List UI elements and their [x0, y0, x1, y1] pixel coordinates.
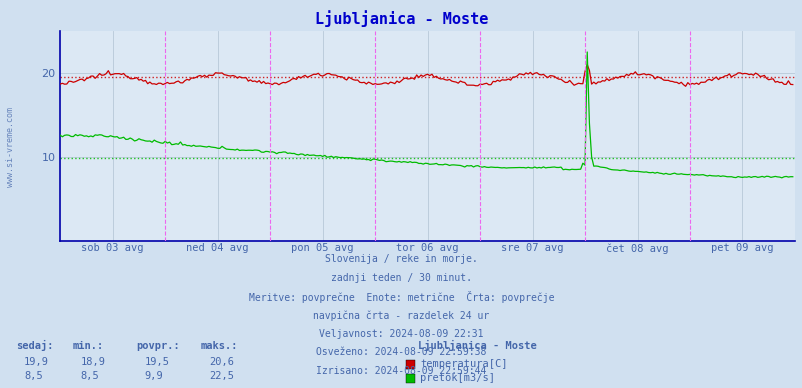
- Text: pretok[m3/s]: pretok[m3/s]: [419, 373, 494, 383]
- Text: 8,5: 8,5: [80, 371, 99, 381]
- Text: 19,9: 19,9: [24, 357, 49, 367]
- Text: Izrisano: 2024-08-09 22:59:44: Izrisano: 2024-08-09 22:59:44: [316, 366, 486, 376]
- Text: 19,5: 19,5: [144, 357, 169, 367]
- Text: sedaj:: sedaj:: [16, 340, 54, 351]
- Text: 9,9: 9,9: [144, 371, 163, 381]
- Text: Meritve: povprečne  Enote: metrične  Črta: povprečje: Meritve: povprečne Enote: metrične Črta:…: [249, 291, 553, 303]
- Text: povpr.:: povpr.:: [136, 341, 180, 351]
- Text: 8,5: 8,5: [24, 371, 43, 381]
- Text: 18,9: 18,9: [80, 357, 105, 367]
- Text: Slovenija / reke in morje.: Slovenija / reke in morje.: [325, 254, 477, 264]
- Text: Osveženo: 2024-08-09 22:59:38: Osveženo: 2024-08-09 22:59:38: [316, 347, 486, 357]
- Text: 22,5: 22,5: [209, 371, 233, 381]
- Text: Veljavnost: 2024-08-09 22:31: Veljavnost: 2024-08-09 22:31: [319, 329, 483, 339]
- Text: Ljubljanica - Moste: Ljubljanica - Moste: [417, 340, 536, 351]
- Text: Ljubljanica - Moste: Ljubljanica - Moste: [314, 10, 488, 26]
- Text: www.si-vreme.com: www.si-vreme.com: [6, 107, 15, 187]
- Text: navpična črta - razdelek 24 ur: navpična črta - razdelek 24 ur: [313, 310, 489, 320]
- Text: temperatura[C]: temperatura[C]: [419, 359, 507, 369]
- Text: zadnji teden / 30 minut.: zadnji teden / 30 minut.: [330, 273, 472, 283]
- Text: 20,6: 20,6: [209, 357, 233, 367]
- Text: maks.:: maks.:: [200, 341, 238, 351]
- Text: min.:: min.:: [72, 341, 103, 351]
